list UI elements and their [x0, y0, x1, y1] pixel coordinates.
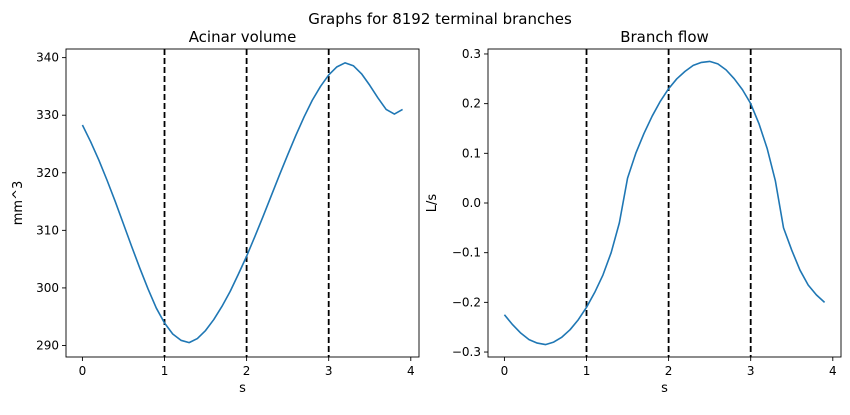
- y-axis-label: L/s: [425, 194, 440, 213]
- y-tick-label: 290: [36, 338, 59, 352]
- y-axis-label: mm^3: [11, 181, 26, 226]
- x-tick-label: 0: [79, 364, 87, 378]
- y-tick-label: −0.3: [452, 345, 481, 359]
- y-tick-label: 0.0: [462, 196, 481, 210]
- x-tick-label: 2: [665, 364, 673, 378]
- x-tick-label: 2: [243, 364, 251, 378]
- y-tick-label: −0.2: [452, 295, 481, 309]
- y-tick-label: 0.1: [462, 146, 481, 160]
- y-tick-label: 0.2: [462, 97, 481, 111]
- chart-title: Branch flow: [620, 28, 709, 46]
- y-tick-label: 310: [36, 223, 59, 237]
- x-tick-label: 4: [829, 364, 837, 378]
- y-tick-label: −0.1: [452, 246, 481, 260]
- y-tick-label: 320: [36, 166, 59, 180]
- x-tick-label: 0: [501, 364, 509, 378]
- x-axis-label: s: [239, 381, 246, 396]
- chart-title: Acinar volume: [189, 28, 297, 46]
- x-tick-label: 1: [161, 364, 169, 378]
- y-tick-label: 340: [36, 51, 59, 65]
- y-tick-label: 0.3: [462, 47, 481, 61]
- series-line: [81, 62, 403, 344]
- chart-acinar-volume: Acinar volume 0 1 2 3 4 290 300 310 320 330 340 s mm^…: [11, 28, 420, 396]
- chart-branch-flow: Branch flow 0 1 2 3 4 −0.3 −0.2 −0.1 0.0 0.1 0.2 0.3…: [425, 28, 842, 396]
- figure-suptitle: Graphs for 8192 terminal branches: [308, 10, 572, 28]
- y-tick-label: 300: [36, 281, 59, 295]
- axes-frame: [65, 48, 420, 358]
- series-line: [503, 60, 826, 346]
- y-tick-label: 330: [36, 108, 59, 122]
- x-tick-label: 1: [583, 364, 591, 378]
- x-tick-label: 3: [747, 364, 755, 378]
- x-tick-label: 3: [325, 364, 333, 378]
- x-axis-label: s: [661, 381, 668, 396]
- x-tick-label: 4: [407, 364, 415, 378]
